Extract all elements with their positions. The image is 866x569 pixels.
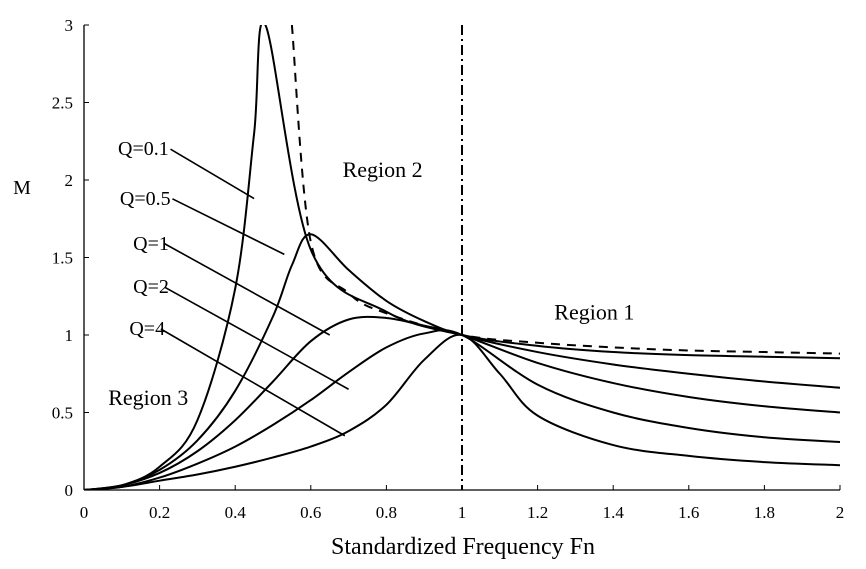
x-tick-label-10: 2 [836,503,845,522]
series-q-1 [84,315,840,490]
q-label-2: Q=1 [133,233,169,255]
x-tick-label-8: 1.6 [678,503,699,522]
x-tick-label-6: 1.2 [527,503,548,522]
q-leader-2 [164,243,331,336]
y-tick-label-4: 2 [65,171,74,190]
series-q-0-5 [84,233,840,490]
series-q-2 [84,329,840,490]
x-tick-label-0: 0 [80,503,89,522]
y-tick-label-2: 1 [65,326,74,345]
ticks: 0 0.2 0.4 0.6 0.8 1 1.2 1.4 1.6 1.8 2 0 0.5 1 1.5 2 2.5 3 [52,16,845,522]
region-1-label: Region 1 [554,300,634,325]
x-tick-label-3: 0.6 [300,503,321,522]
x-tick-label-2: 0.4 [225,503,247,522]
y-tick-label-1: 0.5 [52,404,73,423]
x-tick-label-9: 1.8 [754,503,775,522]
curves [84,25,840,490]
y-tick-label-3: 1.5 [52,249,73,268]
series-q-0-1 [84,25,840,490]
q-leader-3 [164,286,349,390]
y-tick-label-6: 3 [65,16,74,35]
x-tick-label-1: 0.2 [149,503,170,522]
q-label-4: Q=4 [129,318,165,340]
y-tick-label-5: 2.5 [52,94,73,113]
labels: Q=0.1 Q=0.5 Q=1 Q=2 Q=4 Region 1 Region 2 Regio… [108,138,634,410]
q-leader-1 [172,198,285,256]
series-envelope-dashed [290,25,840,355]
y-axis-title: M [13,177,31,199]
q-label-0: Q=0.1 [118,138,169,160]
region-2-label: Region 2 [343,157,423,182]
region-3-label: Region 3 [108,385,188,410]
q-label-leaders [160,148,349,437]
x-tick-label-4: 0.8 [376,503,397,522]
series-q-4 [84,333,840,490]
x-axis-title: Standardized Frequency Fn [331,534,595,560]
x-tick-label-5: 1 [458,503,467,522]
q-leader-4 [160,328,346,437]
x-tick-label-7: 1.4 [603,503,625,522]
q-label-3: Q=2 [133,276,169,298]
q-leader-0 [170,148,255,200]
y-tick-label-0: 0 [65,481,74,500]
q-label-1: Q=0.5 [120,188,171,210]
